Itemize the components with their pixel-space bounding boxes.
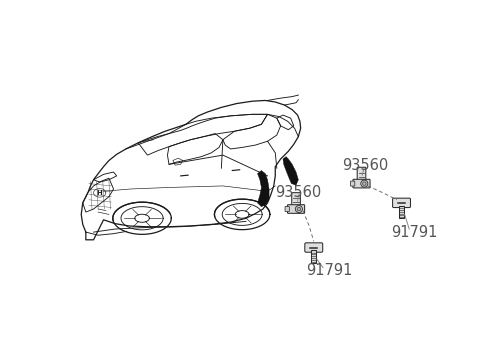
FancyBboxPatch shape [350, 181, 355, 186]
Text: H: H [97, 190, 103, 196]
Circle shape [362, 182, 366, 185]
Text: 91791: 91791 [306, 263, 352, 278]
Text: 93560: 93560 [275, 185, 322, 200]
FancyBboxPatch shape [292, 193, 300, 209]
Bar [399, 206, 404, 218]
FancyBboxPatch shape [285, 206, 289, 212]
FancyBboxPatch shape [305, 243, 323, 252]
FancyBboxPatch shape [357, 167, 366, 183]
Bar [312, 250, 316, 263]
Text: 91791: 91791 [391, 225, 437, 240]
Polygon shape [258, 170, 269, 207]
Text: 93560: 93560 [342, 158, 388, 174]
Polygon shape [283, 157, 299, 185]
FancyBboxPatch shape [393, 198, 410, 208]
FancyBboxPatch shape [353, 179, 370, 188]
Circle shape [297, 207, 300, 211]
Circle shape [361, 180, 368, 187]
FancyBboxPatch shape [288, 205, 305, 213]
Circle shape [295, 205, 302, 213]
